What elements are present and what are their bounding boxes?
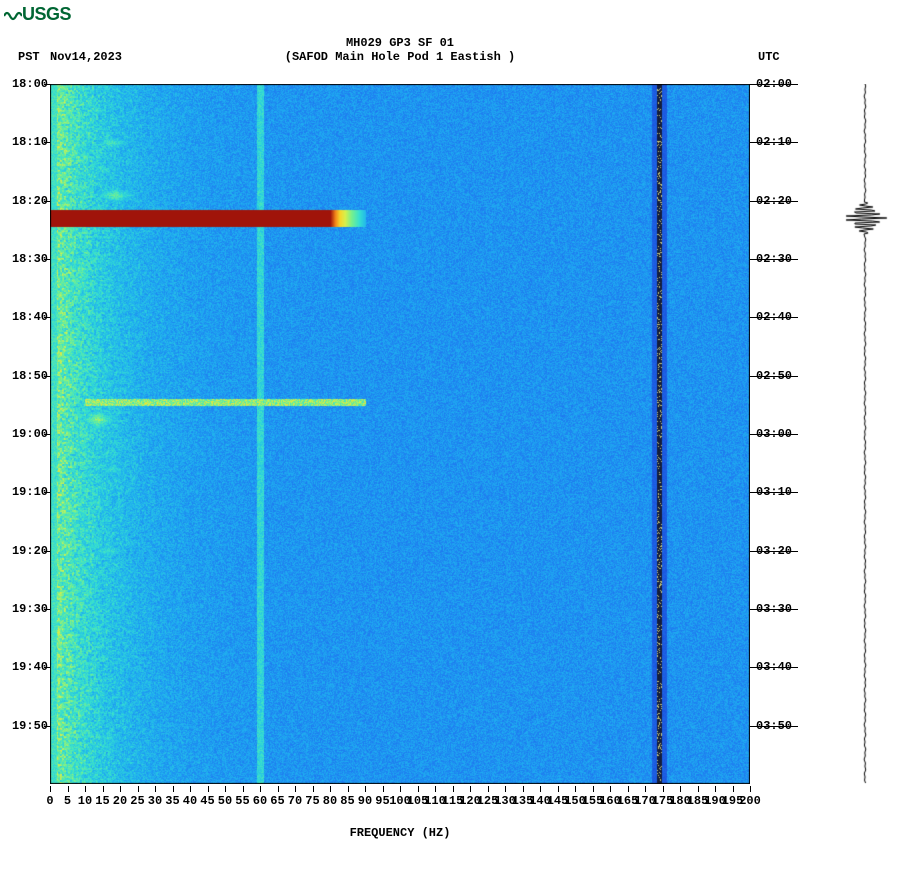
y-axis-right: 02:0002:1002:2002:3002:4002:5003:0003:10… bbox=[756, 84, 804, 784]
y-left-tick-label: 18:00 bbox=[0, 78, 48, 90]
usgs-text: USGS bbox=[22, 4, 71, 24]
x-tick-label: 50 bbox=[218, 794, 232, 808]
usgs-logo: USGS bbox=[4, 4, 71, 25]
spectrogram-plot bbox=[50, 84, 750, 784]
x-axis-ticks: 0510152025303540455055606570758085909510… bbox=[50, 786, 750, 826]
x-axis-label: FREQUENCY (HZ) bbox=[50, 826, 750, 840]
x-tick-label: 80 bbox=[323, 794, 337, 808]
y-left-tick-label: 19:50 bbox=[0, 720, 48, 732]
date-label: Nov14,2023 bbox=[50, 50, 122, 64]
x-tick-label: 200 bbox=[739, 794, 761, 808]
timezone-left-label: PST bbox=[18, 50, 40, 64]
y-left-tick-label: 19:40 bbox=[0, 661, 48, 673]
seismogram-canvas bbox=[840, 84, 890, 784]
y-left-tick-label: 18:40 bbox=[0, 311, 48, 323]
x-tick-label: 5 bbox=[64, 794, 71, 808]
x-tick-label: 10 bbox=[78, 794, 92, 808]
x-tick-label: 60 bbox=[253, 794, 267, 808]
x-tick-label: 40 bbox=[183, 794, 197, 808]
usgs-wave-icon bbox=[4, 5, 22, 19]
y-left-tick-label: 19:30 bbox=[0, 603, 48, 615]
timezone-right-label: UTC bbox=[758, 50, 780, 64]
x-tick-label: 70 bbox=[288, 794, 302, 808]
spectrogram-canvas bbox=[50, 84, 750, 784]
x-tick-label: 90 bbox=[358, 794, 372, 808]
x-tick-label: 55 bbox=[235, 794, 249, 808]
x-tick-label: 30 bbox=[148, 794, 162, 808]
y-left-tick-label: 19:20 bbox=[0, 545, 48, 557]
y-left-tick-label: 18:10 bbox=[0, 136, 48, 148]
x-tick-label: 25 bbox=[130, 794, 144, 808]
y-left-tick-label: 18:50 bbox=[0, 370, 48, 382]
x-tick-label: 0 bbox=[46, 794, 53, 808]
x-tick-label: 65 bbox=[270, 794, 284, 808]
x-tick-label: 75 bbox=[305, 794, 319, 808]
x-tick-label: 15 bbox=[95, 794, 109, 808]
x-tick-label: 45 bbox=[200, 794, 214, 808]
y-axis-left: 18:0018:1018:2018:3018:4018:5019:0019:10… bbox=[0, 84, 48, 784]
y-left-tick-label: 19:00 bbox=[0, 428, 48, 440]
x-tick-label: 85 bbox=[340, 794, 354, 808]
title-line1: MH029 GP3 SF 01 bbox=[0, 36, 800, 50]
x-tick-label: 20 bbox=[113, 794, 127, 808]
x-tick-label: 35 bbox=[165, 794, 179, 808]
y-left-tick-label: 18:20 bbox=[0, 195, 48, 207]
y-left-tick-label: 18:30 bbox=[0, 253, 48, 265]
seismogram-strip bbox=[840, 84, 890, 784]
y-left-tick-label: 19:10 bbox=[0, 486, 48, 498]
x-tick-label: 95 bbox=[375, 794, 389, 808]
